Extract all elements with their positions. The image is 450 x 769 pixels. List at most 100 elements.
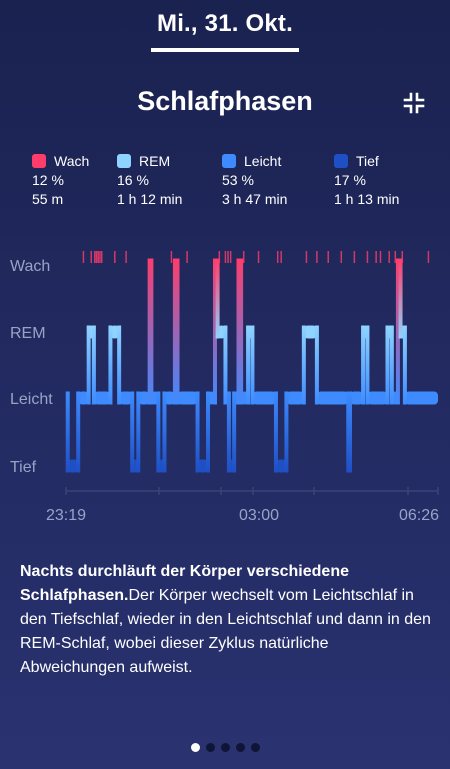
legend-name: Leicht	[244, 153, 282, 169]
wake-mark	[114, 251, 116, 263]
collapse-arrows-icon[interactable]	[402, 91, 426, 115]
page-dot-5[interactable]	[250, 743, 260, 752]
wake-mark	[401, 251, 404, 263]
stage-transition	[389, 325, 394, 405]
wake-mark	[170, 251, 173, 263]
legend-duration: 1 h 13 min	[334, 191, 400, 207]
wake-mark	[186, 251, 188, 263]
page-indicator	[0, 739, 450, 757]
stage-transition	[395, 258, 400, 405]
wake-mark	[95, 251, 98, 263]
legend-percent: 17 %	[334, 172, 366, 188]
stage-transition	[239, 258, 244, 405]
wake-mark	[99, 251, 101, 263]
page-dot-3[interactable]	[220, 743, 230, 752]
stage-transition	[175, 258, 180, 405]
stage-transition	[365, 325, 370, 405]
stage-transition	[398, 258, 403, 339]
wake-mark	[276, 251, 279, 263]
stage-bar-leicht	[177, 391, 198, 405]
page-dot-2[interactable]	[205, 743, 215, 752]
stage-bar-tief	[67, 459, 79, 473]
stage-bar-leicht	[138, 391, 150, 405]
wake-mark	[280, 251, 282, 263]
date-underline	[151, 48, 299, 52]
stage-transition	[314, 325, 319, 405]
legend-swatch-rem	[117, 154, 131, 168]
stage-transition	[86, 325, 91, 405]
screen-title: Schlafphasen	[137, 86, 313, 116]
legend-name: Wach	[54, 153, 90, 169]
y-label-wach: Wach	[10, 258, 50, 275]
wake-mark	[375, 251, 377, 263]
wake-mark	[224, 251, 227, 263]
wake-mark	[218, 251, 221, 263]
wake-mark	[353, 251, 356, 263]
stage-transition	[236, 258, 241, 405]
stage-transition	[149, 258, 154, 405]
wake-mark	[394, 251, 397, 263]
wake-mark	[316, 251, 318, 263]
stage-bar-leicht	[78, 391, 89, 405]
stage-bar-tief	[275, 459, 287, 473]
date-title[interactable]: Mi., 31. Okt.	[157, 10, 293, 37]
page-dot-4[interactable]	[235, 743, 245, 752]
stage-transition	[136, 391, 141, 473]
wake-mark	[97, 251, 99, 263]
stage-transition	[65, 391, 70, 473]
stage-transition	[130, 391, 135, 473]
legend-percent: 12 %	[32, 172, 64, 188]
y-label-leicht: Leicht	[10, 391, 53, 408]
stage-transition	[250, 325, 255, 405]
stage-bar-leicht	[164, 391, 175, 405]
wake-mark	[125, 251, 127, 263]
stage-bar-leicht	[316, 391, 349, 405]
stage-bar-leicht	[286, 391, 304, 405]
stage-bar-leicht	[119, 391, 133, 405]
stage-transition	[91, 325, 96, 405]
wake-mark	[427, 251, 430, 263]
wake-mark	[388, 251, 390, 263]
stage-transition	[172, 258, 177, 405]
x-tick-label: 23:19	[46, 507, 86, 524]
stage-transition	[385, 325, 390, 405]
legend-duration: 3 h 47 min	[222, 191, 288, 207]
legend-name: REM	[139, 153, 171, 169]
description: Nachts durchläuft der Körper verschieden…	[20, 560, 432, 680]
x-tick-label: 03:00	[239, 507, 279, 524]
wake-mark	[90, 251, 93, 263]
stage-transition	[273, 391, 278, 473]
legend-swatch-leicht	[222, 154, 236, 168]
stage-bar-leicht	[252, 391, 276, 405]
page-dot-1[interactable]	[190, 743, 200, 752]
wake-mark	[257, 251, 260, 263]
wake-mark	[366, 251, 369, 263]
stage-transition	[195, 391, 200, 473]
wake-mark	[327, 251, 329, 263]
wake-mark	[340, 251, 343, 263]
stage-transition	[117, 325, 122, 405]
stage-transition	[108, 325, 113, 405]
stage-transition	[215, 258, 220, 339]
stage-transition	[348, 391, 353, 473]
stage-transition	[223, 325, 228, 405]
y-label-rem: REM	[10, 325, 46, 342]
sleep-stages-chart[interactable]: Wach REM Leicht Tief 23:19 03:00 06:26	[0, 236, 450, 526]
stage-transition	[156, 391, 161, 473]
legend-duration: 1 h 12 min	[117, 191, 183, 207]
wake-mark	[82, 251, 85, 263]
stage-transition	[76, 391, 81, 473]
stage-transition	[232, 391, 237, 473]
legend-swatch-wach	[32, 154, 46, 168]
stage-transition	[206, 391, 211, 473]
legend-name: Tief	[356, 153, 379, 169]
stage-bar-leicht	[404, 391, 438, 405]
stage-transition	[246, 325, 251, 405]
stage-bar-leicht	[93, 391, 111, 405]
wake-mark	[100, 251, 103, 263]
legend-swatch-tief	[334, 154, 348, 168]
legend-duration: 55 m	[32, 191, 64, 207]
x-tick-label: 06:26	[399, 507, 439, 524]
wake-mark	[227, 251, 229, 263]
description-bold: Nachts durchläuft der Körper verschieden…	[20, 563, 349, 604]
